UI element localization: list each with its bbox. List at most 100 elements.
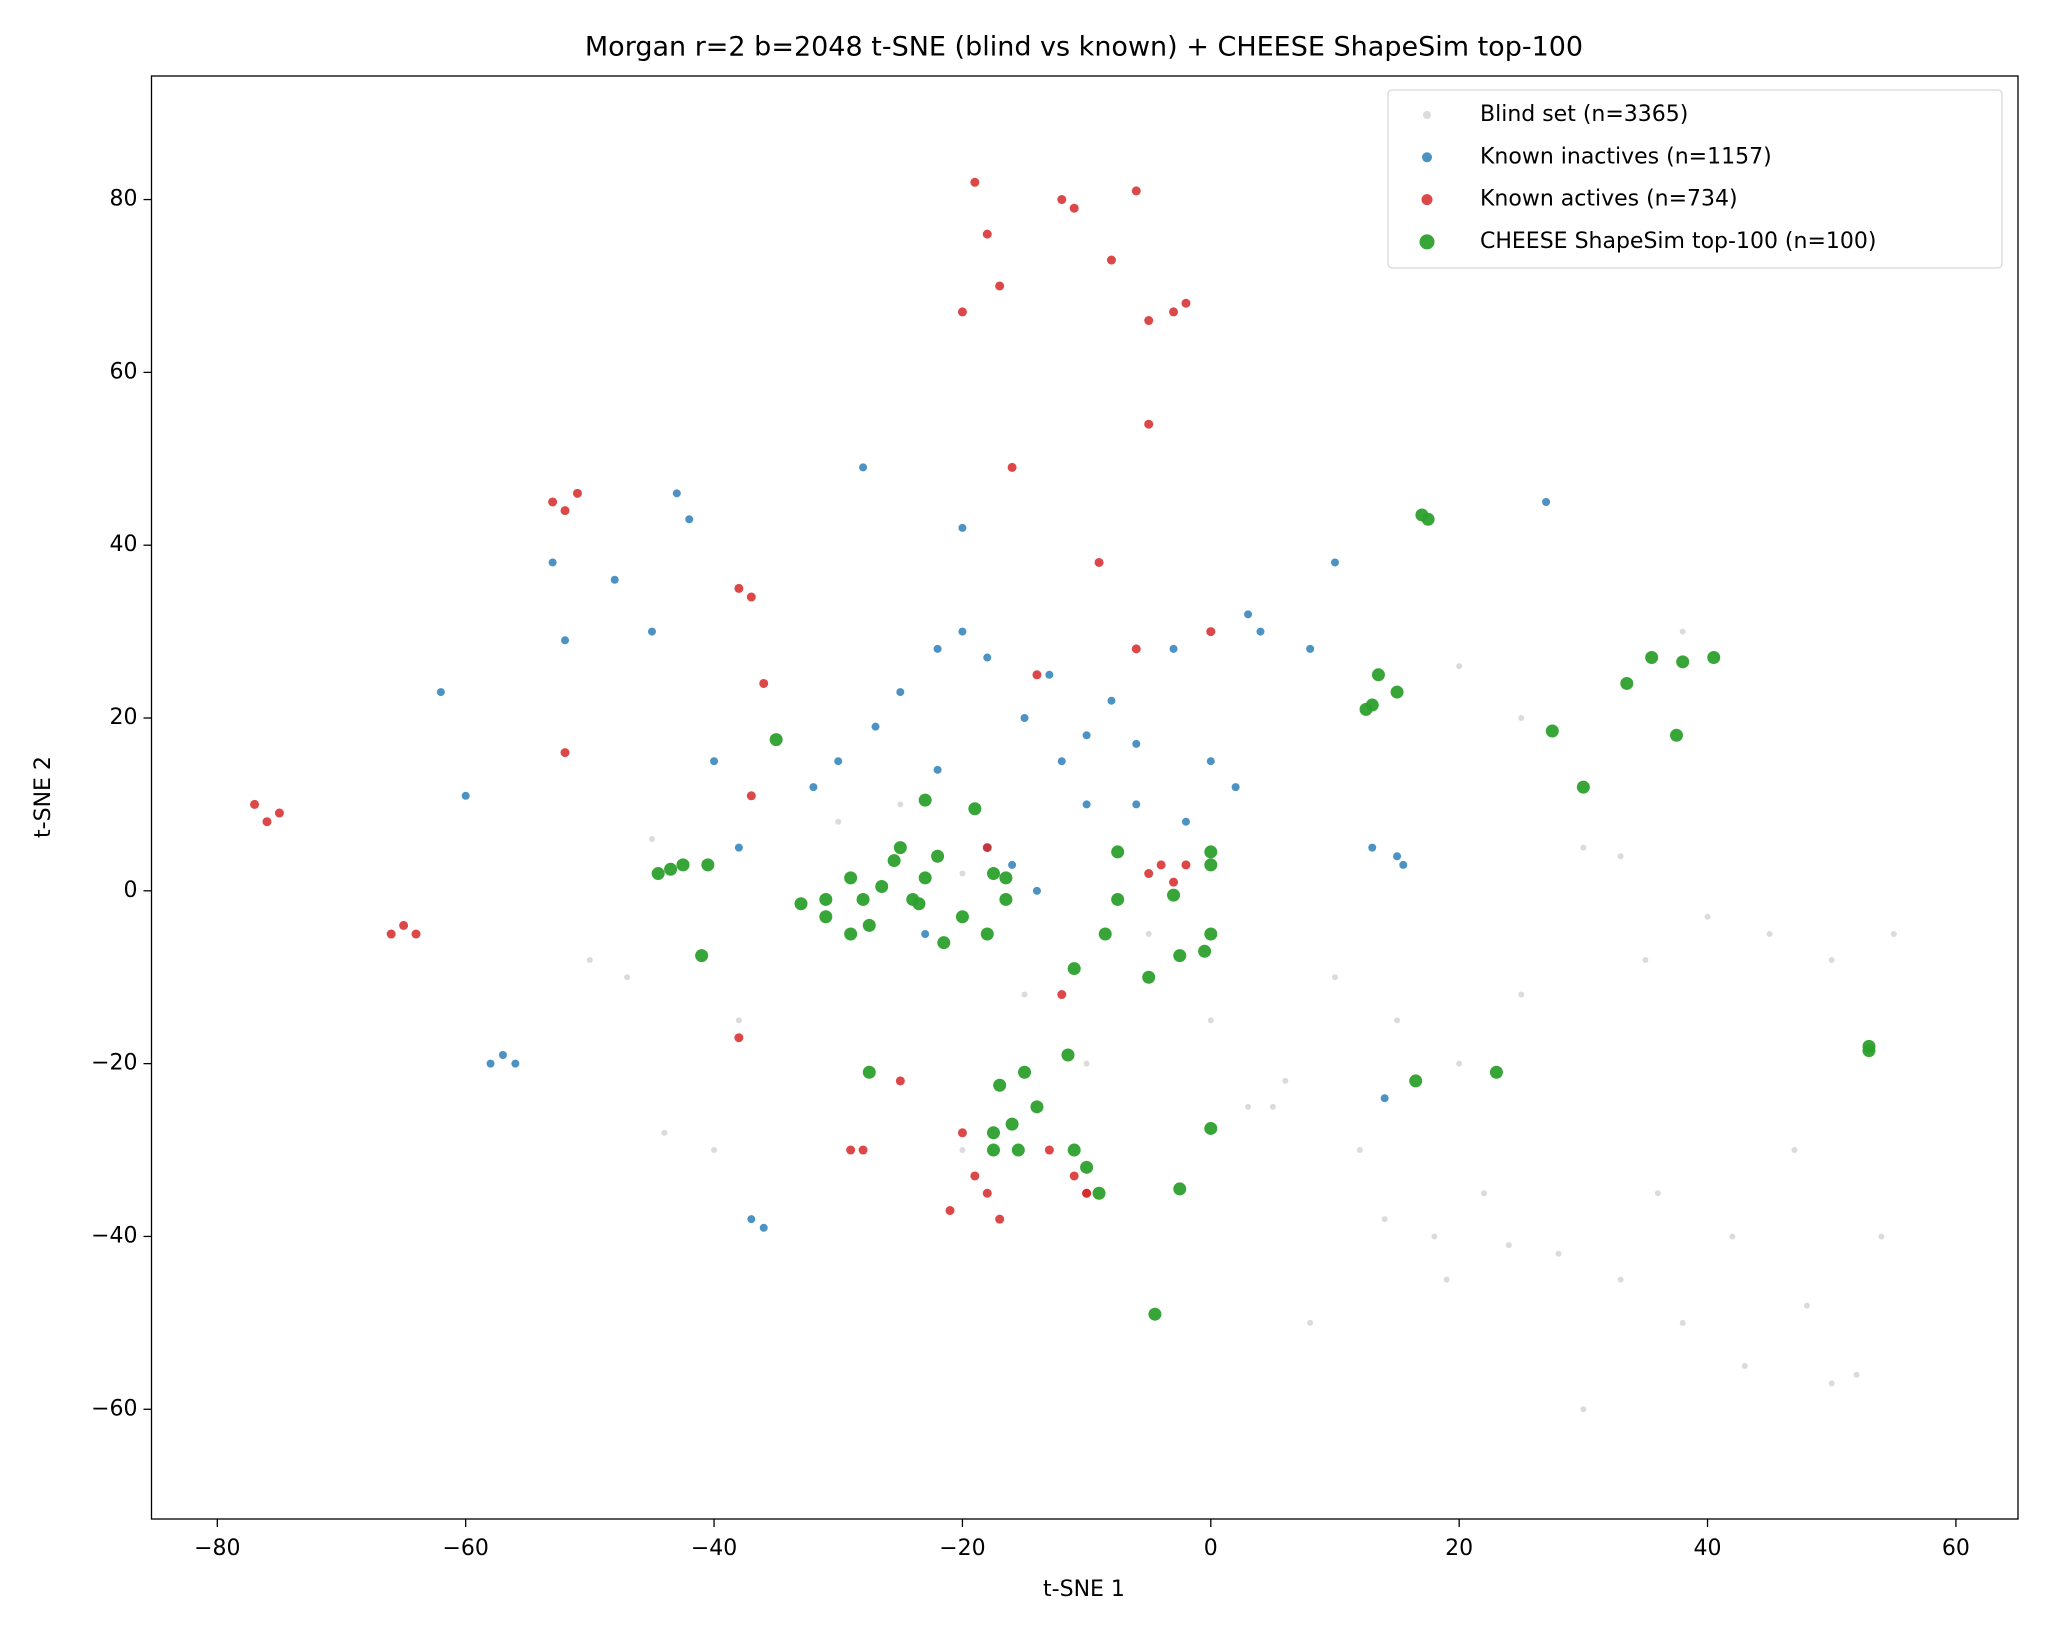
point [968, 802, 982, 816]
y-tick-label: −20 [91, 1051, 137, 1076]
point [1518, 715, 1525, 722]
point [610, 575, 619, 584]
x-tick-label: −20 [939, 1536, 985, 1561]
point [1331, 974, 1338, 981]
point [1069, 203, 1079, 213]
point [511, 1059, 520, 1068]
point [1057, 757, 1066, 766]
point [735, 1017, 742, 1024]
point [1791, 1147, 1798, 1154]
point [1131, 644, 1141, 654]
point [1057, 195, 1067, 205]
point [844, 871, 858, 885]
point [959, 1147, 966, 1154]
point [1654, 1190, 1661, 1197]
point [1020, 714, 1029, 723]
point [1045, 670, 1054, 679]
point [1173, 1182, 1187, 1196]
x-tick-label: 0 [1204, 1536, 1218, 1561]
point [1011, 1143, 1025, 1157]
point [1069, 1171, 1079, 1181]
point [999, 871, 1013, 885]
point [746, 791, 756, 801]
point [1245, 1103, 1252, 1110]
point [1741, 1363, 1748, 1370]
point [1181, 298, 1191, 308]
point [895, 1076, 905, 1086]
point [986, 867, 1000, 881]
point [1005, 1117, 1019, 1131]
point [835, 818, 842, 825]
point [1030, 1100, 1044, 1114]
point [1107, 696, 1116, 705]
point [1642, 956, 1649, 963]
point [937, 936, 951, 950]
point [931, 849, 945, 863]
y-tick-label: 40 [110, 532, 138, 557]
point [1007, 462, 1017, 472]
point [1443, 1276, 1450, 1283]
point [970, 1171, 980, 1181]
point [461, 791, 470, 800]
point [794, 897, 808, 911]
point [572, 488, 582, 498]
point [858, 1145, 868, 1155]
point [1617, 853, 1624, 860]
point [1142, 970, 1156, 984]
point [1080, 1160, 1094, 1174]
point [1204, 1121, 1218, 1135]
point [1282, 1077, 1289, 1084]
point [1204, 845, 1218, 859]
point [859, 463, 868, 472]
point [1032, 886, 1041, 895]
point [1131, 186, 1141, 196]
legend-label: CHEESE ShapeSim top-100 (n=100) [1480, 229, 1876, 254]
point [1489, 1065, 1503, 1079]
point [1394, 1017, 1401, 1024]
point [1106, 255, 1116, 265]
point [1580, 1406, 1587, 1413]
point [436, 688, 445, 697]
point [1365, 698, 1379, 712]
point [871, 722, 880, 731]
point [995, 281, 1005, 291]
point [1620, 676, 1634, 690]
point [1032, 670, 1042, 680]
point [933, 644, 942, 653]
point [1094, 557, 1104, 567]
point [1008, 860, 1017, 869]
x-tick-label: −40 [691, 1536, 737, 1561]
point [586, 956, 593, 963]
point [1878, 1233, 1885, 1240]
point [1669, 728, 1683, 742]
point [993, 1078, 1007, 1092]
point [647, 627, 656, 636]
point [759, 1223, 768, 1232]
point [912, 897, 926, 911]
point [893, 841, 907, 855]
point [896, 688, 905, 697]
point [1082, 731, 1091, 740]
y-tick-label: −60 [91, 1396, 137, 1421]
point [1181, 817, 1190, 826]
point [1269, 1103, 1276, 1110]
point [1456, 1060, 1463, 1067]
legend-box [1387, 89, 2003, 269]
point [1256, 627, 1265, 636]
point [274, 808, 284, 818]
point [957, 307, 967, 317]
point [819, 892, 833, 906]
point [1181, 860, 1191, 870]
point [1505, 1242, 1512, 1249]
point [875, 879, 889, 893]
point [862, 1065, 876, 1079]
point [1399, 860, 1408, 869]
point [1169, 877, 1179, 887]
point [1828, 1380, 1835, 1387]
point [1828, 956, 1835, 963]
x-axis-label: t-SNE 1 [1043, 1577, 1125, 1602]
point [1167, 888, 1181, 902]
point [711, 1147, 718, 1154]
point [250, 799, 260, 809]
